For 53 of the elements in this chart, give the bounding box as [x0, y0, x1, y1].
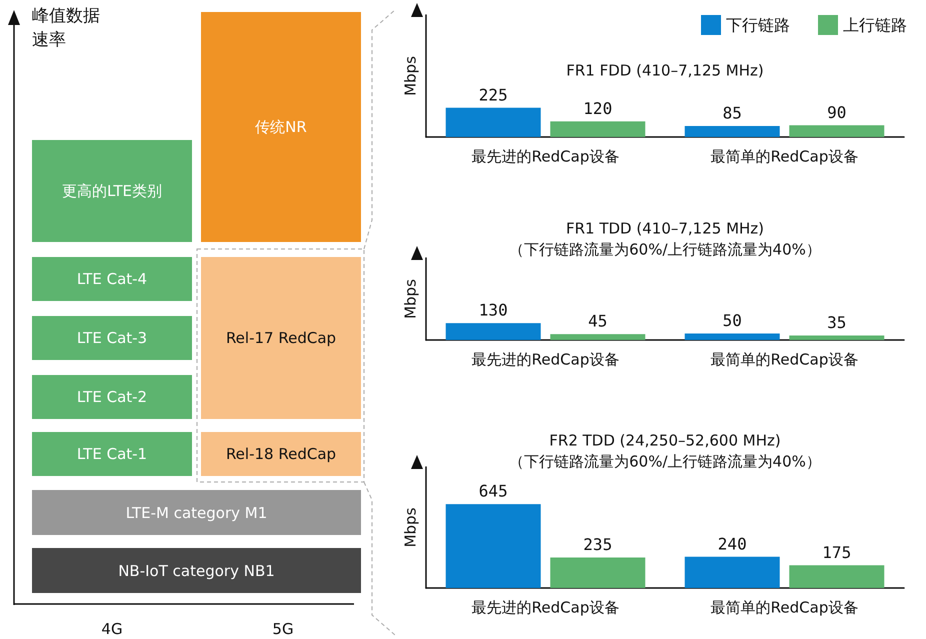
y-axis-title: Mbps	[402, 56, 420, 96]
bar	[550, 334, 646, 340]
legend-label: 下行链路	[726, 16, 790, 34]
data-label: 90	[827, 102, 846, 122]
bar	[550, 121, 646, 137]
bar	[446, 323, 541, 340]
y-axis-title: Mbps	[402, 278, 420, 319]
text: LTE Cat-4	[32, 257, 192, 301]
bar	[684, 334, 780, 340]
text: Rel-17 RedCap	[201, 257, 361, 419]
data-label: 120	[583, 98, 612, 118]
text: LTE Cat-2	[32, 375, 192, 419]
y-axis-title: Mbps	[402, 507, 420, 548]
bar	[684, 556, 780, 588]
bar	[684, 126, 780, 137]
category-label: 4G	[100, 620, 124, 638]
x-tick-label: 最先进的RedCap设备	[472, 598, 620, 616]
category-label: 5G	[271, 620, 295, 638]
x-tick-label: 最简单的RedCap设备	[710, 350, 858, 368]
data-label: 225	[478, 85, 508, 104]
x-tick-label: 最简单的RedCap设备	[710, 598, 858, 616]
x-tick-label: 最先进的RedCap设备	[472, 350, 620, 368]
text: 传统NR	[201, 12, 361, 242]
text: 更高的LTE类别	[32, 140, 192, 242]
data-label: 645	[478, 482, 508, 501]
chart-title: FR2 TDD (24,250–52,600 MHz)	[549, 432, 781, 450]
data-label: 175	[822, 542, 852, 562]
text: LTE-M category M1	[32, 490, 361, 535]
text: NB-IoT category NB1	[32, 548, 361, 593]
text: 峰值数据速率	[32, 5, 101, 52]
data-label: 85	[722, 103, 742, 122]
data-label: 235	[583, 534, 612, 554]
x-tick-label: 最简单的RedCap设备	[710, 148, 858, 166]
chart-subtitle: （下行链路流量为60%/上行链路流量为40%）	[509, 240, 821, 258]
chart-title: FR1 FDD (410–7,125 MHz)	[566, 62, 764, 80]
bar	[789, 565, 884, 588]
chart-subtitle: （下行链路流量为60%/上行链路流量为40%）	[509, 452, 821, 470]
data-label: 130	[478, 300, 508, 320]
data-label: 35	[827, 312, 846, 332]
data-label: 50	[722, 311, 742, 330]
text: Rel-18 RedCap	[201, 432, 361, 476]
data-label: 45	[588, 312, 608, 331]
bar	[446, 504, 541, 588]
data-label: 240	[718, 534, 747, 554]
bar	[789, 335, 884, 340]
bar	[789, 125, 884, 137]
x-tick-label: 最先进的RedCap设备	[472, 148, 620, 166]
chart-title: FR1 TDD (410–7,125 MHz)	[566, 220, 764, 238]
text: LTE Cat-1	[32, 432, 192, 476]
bar	[446, 108, 541, 137]
text: LTE Cat-3	[32, 316, 192, 360]
legend-label: 上行链路	[843, 16, 907, 34]
bar	[550, 557, 646, 588]
